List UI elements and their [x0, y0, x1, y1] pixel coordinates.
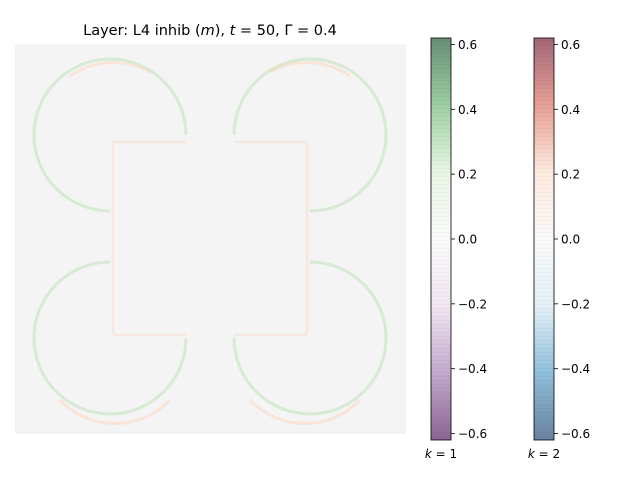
- colorbar-tick-label: −0.4: [561, 362, 590, 376]
- colorbar-tick-label: −0.2: [561, 297, 590, 311]
- chart-title: Layer: L4 inhib (m), t = 50, Γ = 0.4: [83, 23, 337, 39]
- colorbar-k1-label: k = 1: [425, 447, 457, 461]
- colorbar-k2-stripes: [534, 38, 554, 440]
- colorbar-tick-label: −0.2: [458, 297, 487, 311]
- colorbar-tick-label: 0.4: [561, 103, 580, 117]
- colorbar-tick-label: 0.0: [458, 233, 477, 247]
- ring-top-right-green: [232, 57, 388, 213]
- colorbar-k1: 0.6 0.4 0.2 0.0 −0.2 −0.4 −0.6 k = 1: [425, 37, 487, 461]
- colorbar-tick-label: 0.0: [561, 233, 580, 247]
- colorbar-k2: 0.6 0.4 0.2 0.0 −0.2 −0.4 −0.6 k = 2: [528, 37, 590, 461]
- heatmap-panel: [15, 44, 406, 434]
- colorbar-k2-ticks: 0.6 0.4 0.2 0.0 −0.2 −0.4 −0.6: [554, 38, 590, 441]
- ring-top-left-orange: [69, 61, 151, 78]
- colorbar-k1-stripes: [431, 38, 451, 440]
- heatmap-background: [15, 44, 406, 434]
- colorbar-tick-label: 0.4: [458, 103, 477, 117]
- colorbar-tick-label: 0.6: [458, 38, 477, 52]
- ring-bottom-right-green: [232, 260, 388, 416]
- colorbar-k1-ticks: 0.6 0.4 0.2 0.0 −0.2 −0.4 −0.6: [451, 38, 487, 441]
- colorbar-tick-label: 0.2: [458, 168, 477, 182]
- ring-bottom-right-orange: [248, 398, 362, 425]
- colorbar-tick-label: −0.6: [458, 427, 487, 441]
- colorbar-tick-label: 0.2: [561, 168, 580, 182]
- colorbar-k2-label: k = 2: [528, 447, 560, 461]
- colorbar-tick-label: −0.4: [458, 362, 487, 376]
- ring-bottom-left-green: [32, 260, 188, 416]
- ring-bottom-left-orange: [58, 398, 172, 425]
- colorbar-tick-label: −0.6: [561, 427, 590, 441]
- heatmap-pattern: [32, 57, 388, 425]
- ring-top-right-orange: [269, 61, 351, 78]
- ring-top-left-green: [32, 57, 188, 213]
- colorbar-tick-label: 0.6: [561, 38, 580, 52]
- center-square: [111, 140, 309, 337]
